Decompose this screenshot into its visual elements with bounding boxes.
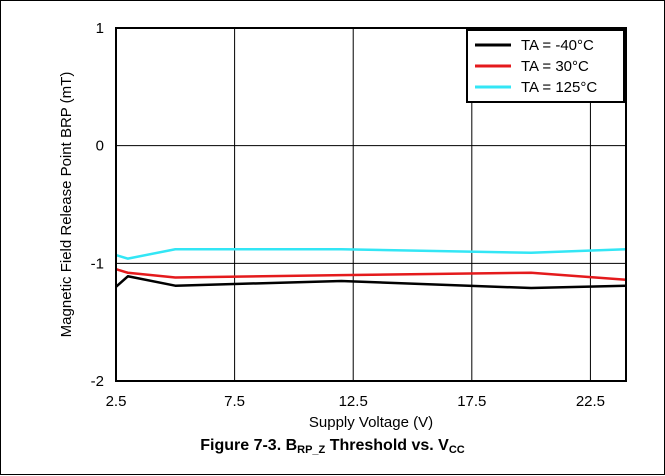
caption-prefix: Figure 7-3. B <box>200 437 298 454</box>
legend-label-1: TA = -40°C <box>521 37 594 54</box>
x-tick-label: 12.5 <box>339 393 368 410</box>
series-line-1 <box>115 275 627 290</box>
x-tick-label: 22.5 <box>576 393 605 410</box>
frame-top-border <box>0 0 665 1</box>
legend-label-2: TA = 30°C <box>521 58 589 75</box>
x-tick-label: 2.5 <box>106 393 127 410</box>
x-tick-label: 7.5 <box>224 393 245 410</box>
caption-subscript-cc: CC <box>448 444 465 456</box>
series-line-2 <box>115 268 627 282</box>
legend-label-3: TA = 125°C <box>521 79 597 96</box>
figure-caption: Figure 7-3. BRP_Z Threshold vs. VCC <box>0 437 665 456</box>
y-axis-label: Magnetic Field Release Point BRP (mT) <box>58 72 75 338</box>
plot-border <box>115 27 627 382</box>
series-line-3 <box>115 247 627 260</box>
x-tick-label: 17.5 <box>457 393 486 410</box>
caption-middle: Threshold vs. V <box>325 437 449 454</box>
y-tick-label: 1 <box>96 20 104 37</box>
caption-subscript-rpz: RP_Z <box>297 444 326 456</box>
y-tick-label: -1 <box>91 255 104 272</box>
y-tick-label: -2 <box>91 373 104 390</box>
y-tick-label: 0 <box>96 138 104 155</box>
x-axis-label: Supply Voltage (V) <box>309 414 433 431</box>
